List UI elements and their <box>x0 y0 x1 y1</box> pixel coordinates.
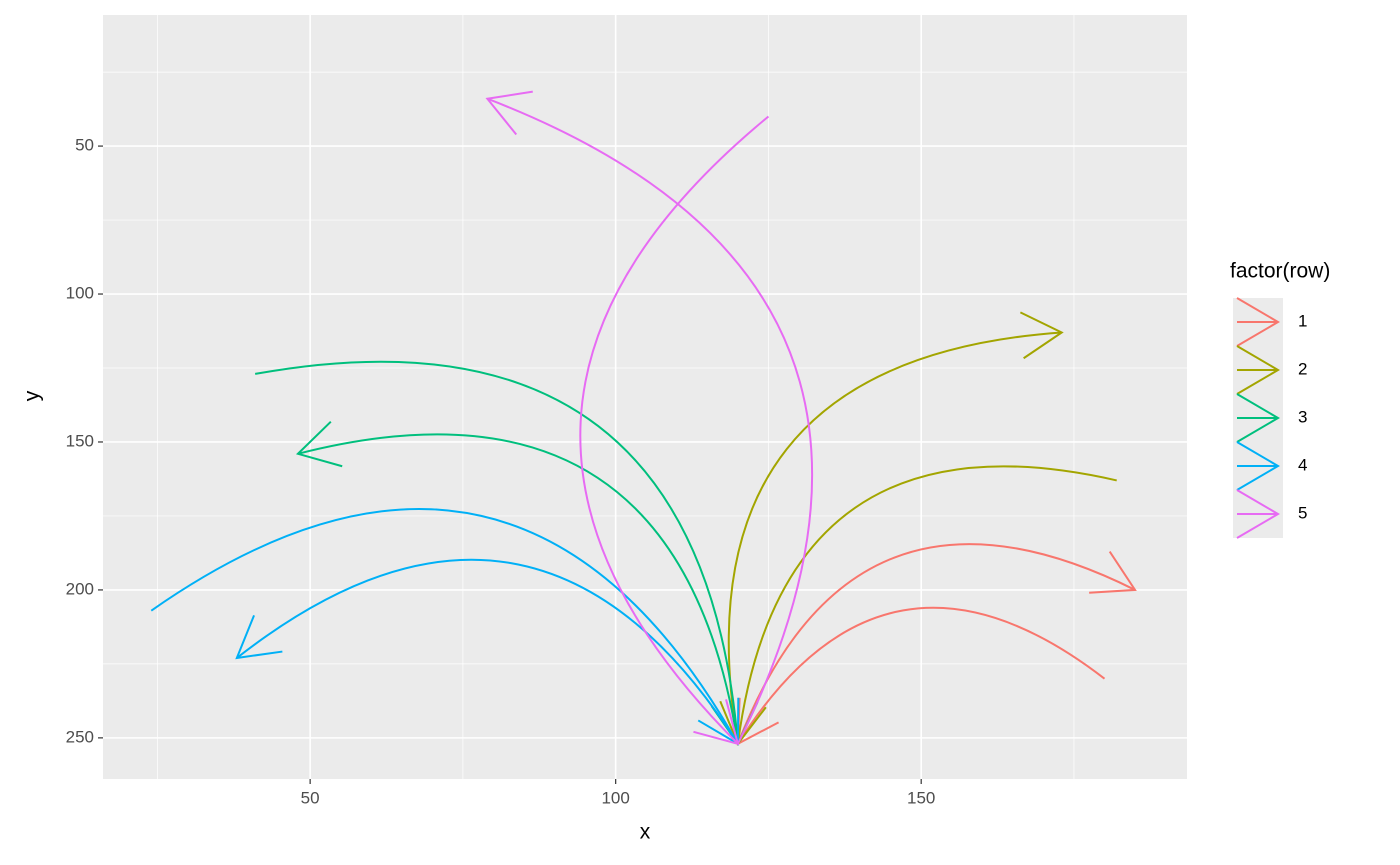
legend-key-head <box>1236 345 1280 395</box>
x-tick-label: 150 <box>907 788 935 807</box>
curve <box>486 97 814 745</box>
grid <box>103 15 1187 779</box>
arrow-head <box>1019 311 1064 360</box>
arrow-head <box>693 699 740 746</box>
y-tick-label: 200 <box>66 579 94 598</box>
y-tick-label: 100 <box>66 284 94 303</box>
y-tick-label: 150 <box>66 431 94 450</box>
curve <box>727 331 1062 744</box>
marks <box>150 90 1137 746</box>
y-tick-label: 250 <box>66 727 94 746</box>
legend-label: 1 <box>1298 311 1307 330</box>
arrow-head <box>485 90 533 136</box>
legend: 1 2 3 4 5 <box>1233 297 1307 539</box>
panel <box>103 15 1187 779</box>
curve <box>736 465 1117 744</box>
curve <box>297 433 739 744</box>
legend-title: factor(row) <box>1230 260 1330 283</box>
arrow-head <box>235 614 283 660</box>
curve <box>150 508 739 745</box>
curve <box>737 606 1106 745</box>
curve <box>736 543 1136 745</box>
legend-key-head <box>1236 441 1280 491</box>
legend-label: 3 <box>1298 407 1307 426</box>
y-axis-title: y <box>21 390 44 401</box>
y-tick-label: 50 <box>75 136 94 155</box>
legend-key-head <box>1236 393 1280 443</box>
legend-key-head <box>1236 297 1280 347</box>
curve <box>579 115 770 745</box>
legend-label: 2 <box>1298 359 1307 378</box>
x-tick-label: 100 <box>601 788 629 807</box>
curve <box>254 360 739 744</box>
curve <box>236 558 739 745</box>
legend-label: 5 <box>1298 503 1307 522</box>
legend-key-head <box>1236 489 1280 539</box>
arrow-head <box>295 420 343 468</box>
x-tick-label: 50 <box>301 788 320 807</box>
legend-label: 4 <box>1298 455 1307 474</box>
arrow-head <box>1089 550 1137 594</box>
x-axis-title: x <box>640 821 651 844</box>
